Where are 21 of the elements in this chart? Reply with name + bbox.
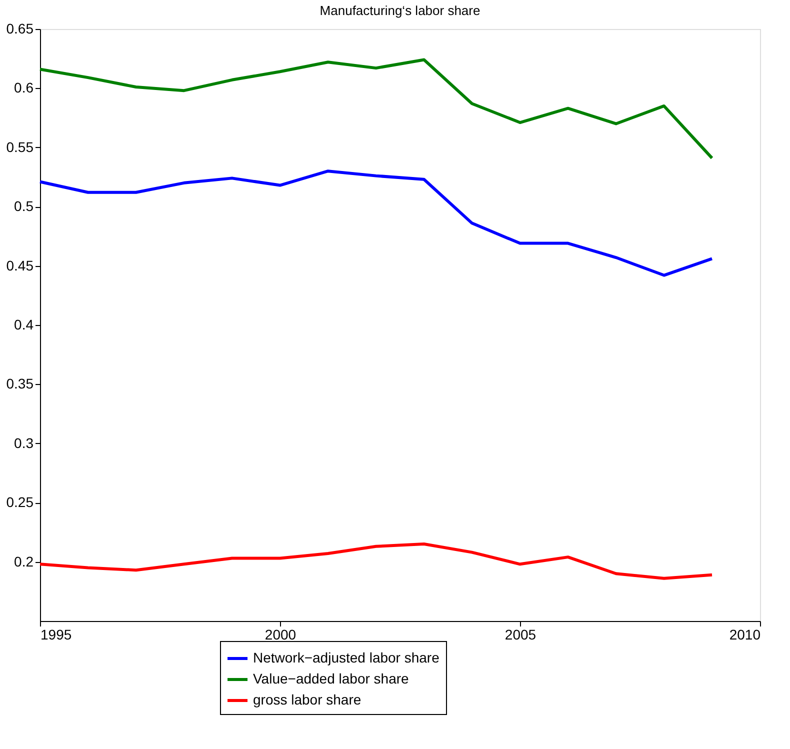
- legend-label: Value−added labor share: [253, 670, 410, 686]
- y-tick-label: 0.4: [14, 316, 34, 332]
- x-tick-label: 2005: [504, 626, 536, 642]
- y-tick-label: 0.35: [6, 376, 34, 392]
- y-tick-label: 0.2: [14, 553, 34, 570]
- y-tick-label: 0.6: [14, 80, 34, 96]
- y-tick-label: 0.65: [6, 20, 34, 36]
- line-series: [38, 58, 714, 160]
- y-tick-label: 0.25: [6, 494, 34, 510]
- y-tick-label: 0.55: [6, 138, 34, 155]
- x-tick-label: 2010: [729, 626, 761, 642]
- y-tick-label: 0.45: [6, 257, 34, 274]
- x-tick-label: 1995: [40, 626, 72, 642]
- chart-title: Manufacturing‘s labor share: [320, 3, 480, 18]
- x-tick-label: 2000: [264, 626, 296, 642]
- y-tick-label: 0.5: [14, 198, 34, 214]
- line-series: [38, 542, 714, 580]
- y-tick-label: 0.3: [14, 434, 34, 451]
- legend-label: Network−adjusted labor share: [253, 650, 440, 666]
- legend-label: gross labor share: [253, 692, 362, 708]
- line-series: [38, 170, 714, 277]
